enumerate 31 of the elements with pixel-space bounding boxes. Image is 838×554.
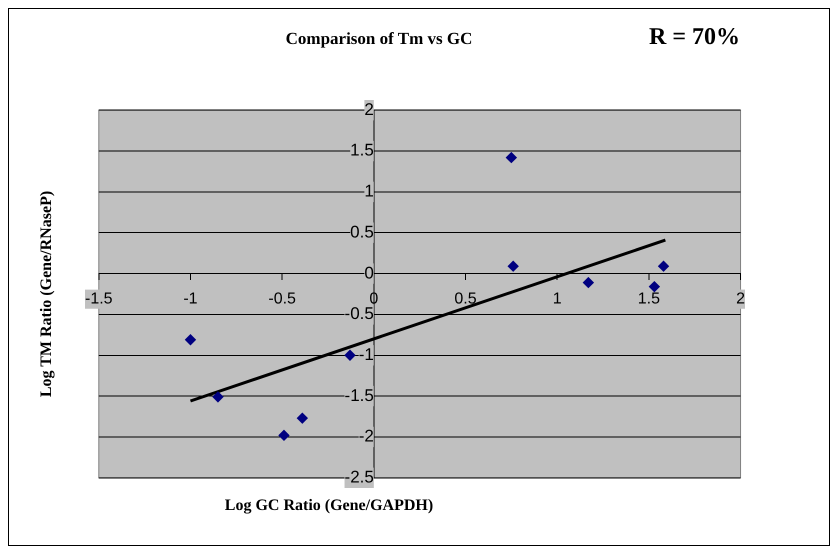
point <box>658 260 670 272</box>
x-tick-label: 1.5 <box>638 290 660 308</box>
point <box>278 430 290 441</box>
point <box>582 277 594 288</box>
point <box>508 260 519 272</box>
x-tick-label: -0.5 <box>268 290 296 308</box>
x-tick-label: 0.5 <box>454 290 477 308</box>
chart-title: Comparison of Tm vs GC <box>286 29 472 48</box>
y-tick-label: -1 <box>358 344 374 364</box>
x-axis-title: Log GC Ratio (Gene/GAPDH) <box>224 497 434 515</box>
y-tick-label: -0.5 <box>344 304 374 324</box>
point <box>184 334 196 346</box>
y-axis-title: Log TM Ratio (Gene/RNaseP) <box>38 190 56 398</box>
y-tick-label: 1 <box>364 182 374 201</box>
y-tick-label: 0 <box>364 263 374 282</box>
y-tick-label: -1.5 <box>344 386 374 405</box>
y-tick-label: -2.5 <box>344 467 374 486</box>
x-tick-label: 2 <box>736 290 746 308</box>
x-tick-label: 1 <box>552 290 562 308</box>
y-tick-label: 1.5 <box>350 140 374 160</box>
x-tick-label: -1.5 <box>84 290 113 308</box>
point <box>344 350 356 361</box>
point <box>212 391 224 402</box>
y-tick-label: 2 <box>364 100 374 119</box>
x-tick-label: -1 <box>183 290 198 308</box>
y-tick-label: -2 <box>358 426 374 446</box>
point <box>648 281 660 292</box>
point <box>296 412 308 424</box>
text: R = 70% <box>649 24 740 51</box>
y-tick-label: 0.5 <box>350 222 374 242</box>
point <box>506 152 517 164</box>
